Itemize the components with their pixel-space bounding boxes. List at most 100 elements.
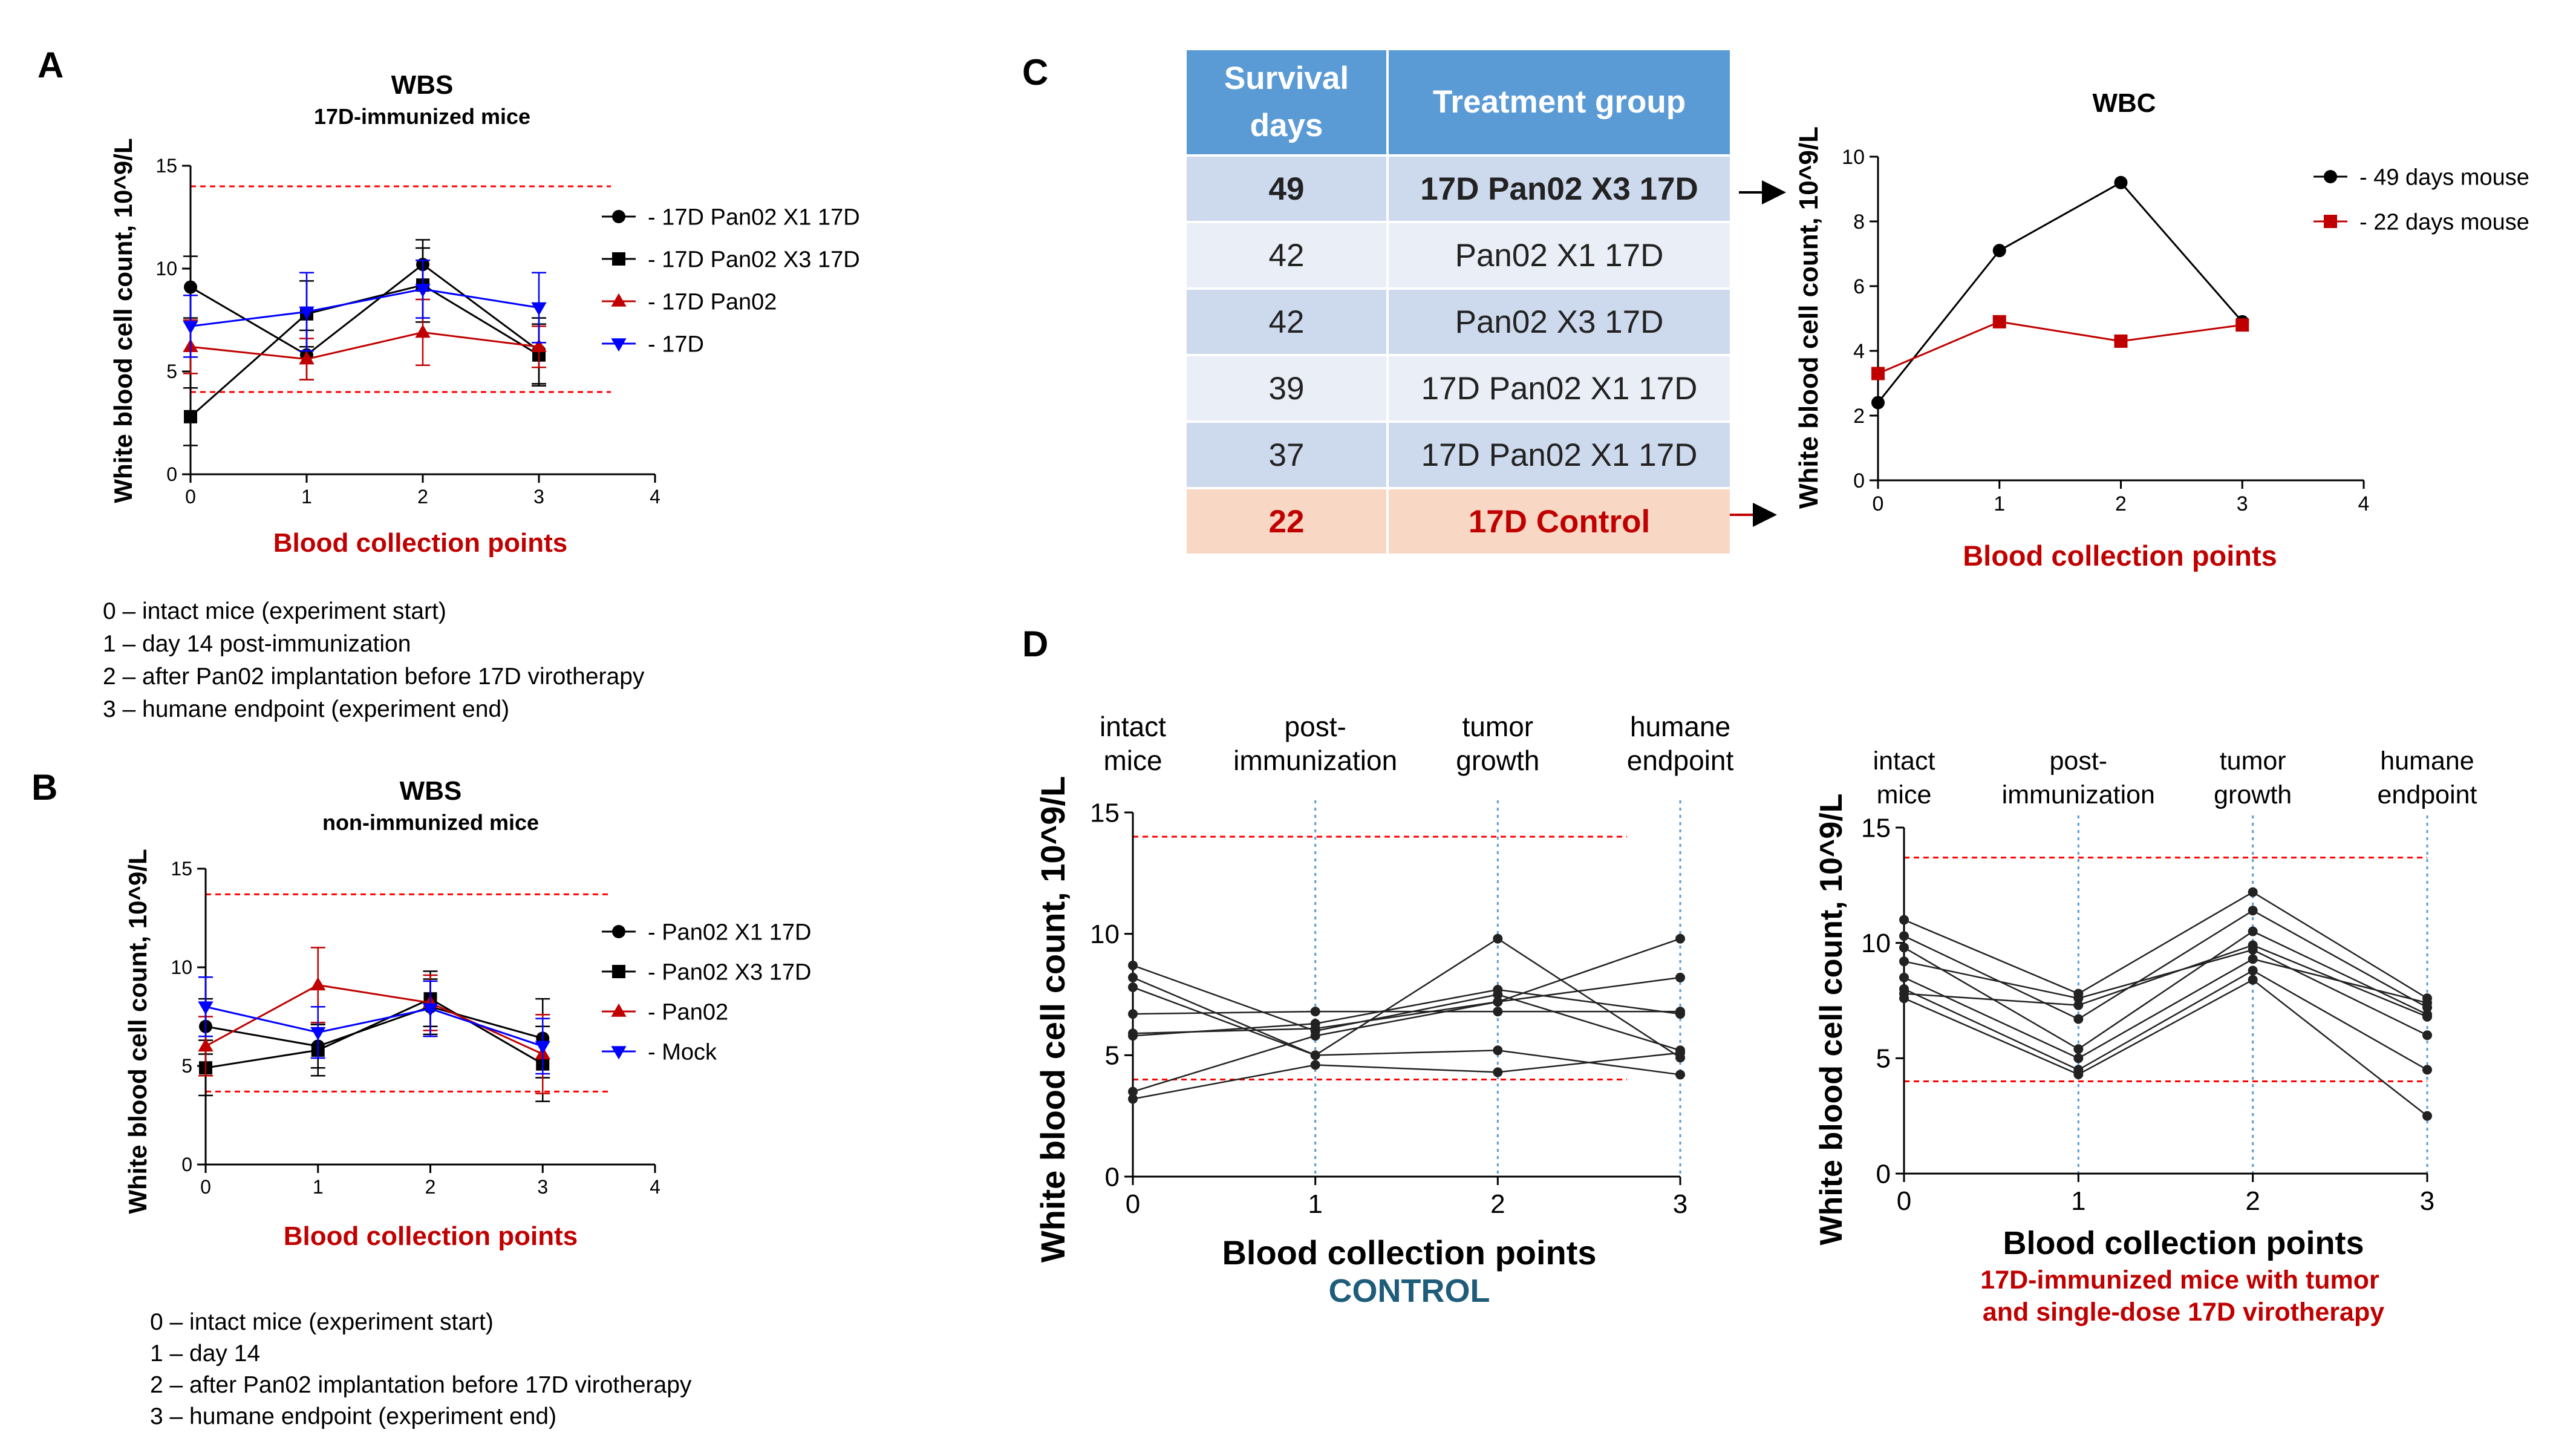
chart-b-subtitle: non-immunized mice <box>322 810 539 835</box>
series-line <box>1132 938 1681 1059</box>
chart-d1-caption: CONTROL <box>1329 1273 1490 1309</box>
data-point <box>1128 982 1138 992</box>
chart-d1-ylabel: White blood cell count, 10^9/L <box>1034 776 1072 1263</box>
table-cell-group: 17D Pan02 X1 17D <box>1389 423 1730 487</box>
data-point <box>1675 1070 1685 1080</box>
data-point <box>1310 1050 1320 1060</box>
series-line <box>190 263 540 356</box>
table-cell-days: 42 <box>1187 223 1389 287</box>
x-tick-label: 3 <box>533 486 544 508</box>
chart-a-legend: - 17D Pan02 X1 17D - 17D Pan02 X3 17D - 17… <box>602 204 860 357</box>
series-line <box>190 284 540 417</box>
data-point <box>1310 1007 1320 1017</box>
x-tick-label: 1 <box>1308 1189 1322 1219</box>
series-line <box>1132 964 1681 1051</box>
x-tick-label: 3 <box>537 1176 548 1198</box>
chart-b-plot: 0 5 10 15 0 1 2 3 4 <box>171 858 660 1198</box>
series-line <box>1903 944 2428 1018</box>
timepoint-label: intact <box>1873 747 1935 776</box>
series-line <box>1903 969 2428 1071</box>
chart-c-title: WBC <box>2092 88 2156 118</box>
x-tick-label: 3 <box>2237 492 2248 515</box>
legend-label: - Pan02 X1 17D <box>648 920 811 945</box>
timepoint-label: growth <box>2214 780 2292 809</box>
data-point <box>415 324 431 338</box>
data-point <box>299 306 315 320</box>
series-line <box>1132 976 1681 1034</box>
legend-marker <box>611 293 627 307</box>
data-point <box>1310 1060 1320 1070</box>
x-tick-label: 3 <box>1673 1189 1687 1219</box>
timepoint-label: humane <box>1630 711 1730 742</box>
table-row: 42 Pan02 X1 17D <box>1187 223 1730 287</box>
chart-b-note: 0 – intact mice (experiment start) 1 – d… <box>150 1309 698 1429</box>
table-header-row: Survival days Treatment group <box>1187 50 1730 154</box>
series-line <box>1903 891 2428 999</box>
chart-a-note: 0 – intact mice (experiment start) 1 – d… <box>103 598 651 722</box>
x-tick-label: 1 <box>1994 492 2005 515</box>
table-cell-group: 17D Control <box>1389 489 1730 554</box>
y-tick-label: 15 <box>171 858 192 880</box>
table-row: 39 17D Pan02 X1 17D <box>1187 356 1730 420</box>
data-point <box>1128 1094 1138 1104</box>
legend-marker <box>611 1046 627 1060</box>
chart-a-note-3: 3 – humane endpoint (experiment end) <box>103 696 509 722</box>
data-point <box>1899 943 1909 953</box>
data-point <box>2248 975 2258 985</box>
x-tick-label: 0 <box>1126 1189 1140 1219</box>
survival-table: Survival days Treatment group 49 17D Pan… <box>1187 48 1730 556</box>
data-point <box>1128 972 1138 982</box>
data-point <box>1992 315 2006 328</box>
legend-marker <box>612 965 625 978</box>
chart-b-note-0: 0 – intact mice (experiment start) <box>150 1309 494 1335</box>
timepoint-label: mice <box>1103 745 1162 776</box>
data-point <box>1899 972 1909 982</box>
y-tick-label: 10 <box>1842 146 1865 169</box>
y-tick-label: 10 <box>171 956 192 978</box>
timepoint-label: growth <box>1456 745 1539 776</box>
timepoint-label: post- <box>1285 711 1346 742</box>
series-line <box>1903 930 2428 1050</box>
data-point <box>1899 931 1909 941</box>
data-point <box>1493 997 1503 1007</box>
data-point <box>1310 1031 1320 1041</box>
chart-a-subtitle: 17D-immunized mice <box>314 104 530 129</box>
data-point <box>1493 984 1503 995</box>
x-tick-label: 0 <box>1873 492 1884 515</box>
x-tick-label: 2 <box>425 1176 436 1198</box>
legend-label: - 17D Pan02 X3 17D <box>648 247 860 272</box>
panel-label-c: C <box>1022 52 1048 93</box>
legend-label: - Mock <box>648 1039 717 1065</box>
table-row-control: 22 17D Control <box>1187 489 1730 554</box>
series-line <box>190 288 540 327</box>
chart-b: WBS non-immunized mice 0 5 10 15 0 1 2 3 4 White… <box>123 776 811 1429</box>
legend-label: - 49 days mouse <box>2359 165 2529 190</box>
chart-b-note-2: 2 – after Pan02 implantation before 17D … <box>150 1372 692 1398</box>
legend-label: - 17D <box>648 332 704 357</box>
data-point <box>2422 998 2432 1008</box>
timepoint-label: immunization <box>2002 780 2155 809</box>
timepoint-label: mice <box>1877 780 1932 809</box>
data-point <box>1675 972 1685 982</box>
y-tick-label: 5 <box>1876 1044 1891 1074</box>
y-tick-label: 5 <box>1105 1041 1120 1071</box>
y-tick-label: 0 <box>166 463 177 485</box>
data-point <box>2235 318 2249 332</box>
y-tick-label: 0 <box>1853 469 1865 492</box>
data-point <box>183 321 198 335</box>
data-point <box>531 339 547 352</box>
data-point <box>1128 960 1138 970</box>
panel-label-d: D <box>1022 624 1048 664</box>
legend-label: - Pan02 X3 17D <box>648 959 811 985</box>
y-tick-label: 15 <box>1861 813 1891 843</box>
chart-d2-caption-1: and single-dose 17D virotherapy <box>1983 1298 2384 1327</box>
series-line <box>205 1005 543 1047</box>
timepoint-label: endpoint <box>1627 745 1734 776</box>
y-tick-label: 5 <box>181 1055 192 1077</box>
table-row: 42 Pan02 X3 17D <box>1187 290 1730 354</box>
data-point <box>2073 993 2084 1004</box>
series-line <box>1132 1010 1680 1015</box>
chart-a: WBS 17D-immunized mice 0 5 10 15 0 1 2 3 4 White… <box>103 70 860 722</box>
data-point <box>1128 1031 1138 1041</box>
